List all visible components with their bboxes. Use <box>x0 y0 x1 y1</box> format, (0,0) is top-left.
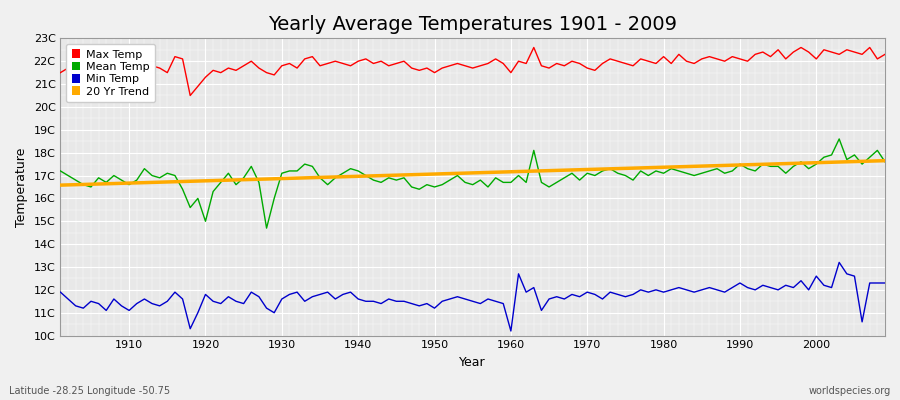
Text: Latitude -28.25 Longitude -50.75: Latitude -28.25 Longitude -50.75 <box>9 386 170 396</box>
Y-axis label: Temperature: Temperature <box>15 147 28 227</box>
X-axis label: Year: Year <box>459 356 486 369</box>
Text: worldspecies.org: worldspecies.org <box>809 386 891 396</box>
Title: Yearly Average Temperatures 1901 - 2009: Yearly Average Temperatures 1901 - 2009 <box>268 15 677 34</box>
Legend: Max Temp, Mean Temp, Min Temp, 20 Yr Trend: Max Temp, Mean Temp, Min Temp, 20 Yr Tre… <box>66 44 155 102</box>
